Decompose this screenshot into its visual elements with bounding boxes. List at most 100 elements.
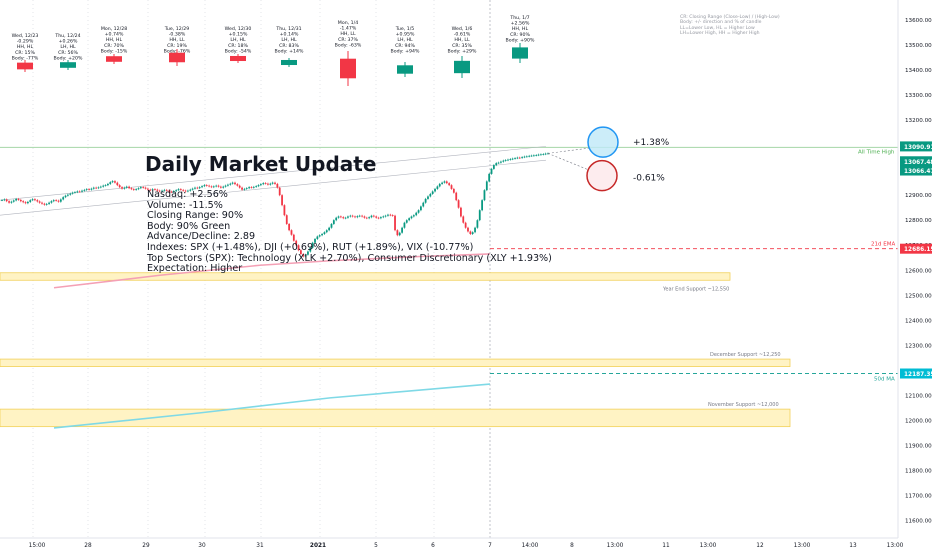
price-tick-label: 13400.00 [905,68,932,74]
price-candle [361,215,363,217]
price-candle [405,220,408,223]
daily-summary-line: Body: -63% [335,42,362,48]
price-candle [236,184,239,186]
price-candle [69,193,72,195]
daily-summary-line: LH, HL [397,37,413,43]
price-candle [205,185,208,186]
price-candle [31,199,34,201]
time-tick-label: 5 [374,543,378,549]
price-candle [488,173,491,182]
price-candle [187,190,189,192]
price-candle [212,186,215,188]
daily-summary-line: Body: +14% [275,48,304,54]
price-candle [375,216,378,218]
price-candle [471,232,474,234]
price-candle [248,187,251,189]
price-axis[interactable]: 11600.00 11700.00 11800.00 11900.00 12000.00… [897,0,932,538]
daily-summary-line: CR: 15% [15,50,35,56]
ema21-label: 21d EMA [871,242,895,248]
price-tick-label: 12300.00 [905,343,932,349]
price-label-value: 13066.47 [904,169,932,175]
price-candle [219,186,222,188]
price-candle [241,187,243,190]
price-candle [436,186,439,189]
all-time-high-label: All Time High [858,149,895,155]
daily-candle [340,58,356,79]
support-zone-label: December Support ~12,250 [710,352,781,358]
daily-summary-line: Body: +94% [391,48,420,54]
price-candle [262,183,265,185]
price-candle [278,187,281,196]
ma200-curve [53,253,491,289]
market-notes: Nasdaq: +2.56% Volume: -11.5% Closing Ra… [147,189,552,275]
projection-up-label: +1.38% [633,138,670,148]
price-candle [158,190,161,192]
price-candle [107,183,109,186]
price-candle [26,201,29,204]
price-candle [66,194,69,196]
price-candle [540,154,542,156]
price-candle [356,216,359,218]
price-candle [530,155,533,157]
price-label-value: 13090.91 [904,145,932,151]
price-candle [208,185,211,187]
price-candle [497,162,500,164]
price-candle [504,160,507,161]
price-candle [481,200,484,211]
price-candle [500,161,502,163]
price-candle [438,183,441,187]
price-candle [415,212,418,216]
projection-down-label: -0.61% [633,174,665,184]
price-candle [462,216,465,223]
time-tick-label: 28 [84,543,92,549]
daily-summary-line: Wed, 1/6 [452,26,473,32]
price-candle [128,186,130,189]
time-tick-label: 29 [142,543,150,549]
price-candle [412,215,415,217]
price-candle [12,200,15,202]
price-candle [349,215,352,217]
time-tick-label: 6 [431,543,435,549]
legend-key-line: LH=Lower High, HH = Higher High [680,31,760,37]
price-candle [474,227,476,233]
price-candle [424,198,427,203]
price-candle [476,220,479,228]
price-candle [382,216,385,218]
price-candle [78,191,81,193]
channel-line [0,159,547,216]
price-candle [231,182,234,184]
price-candle [156,189,159,191]
daily-summary-line: HH, LL [340,31,356,37]
daily-summary-line: Thu, 1/7 [509,15,529,21]
price-candle [434,188,436,192]
price-candle [335,217,338,221]
price-candle [71,192,74,194]
price-candle [443,181,446,183]
price-candle [389,214,392,216]
daily-summary-line: CR: 19% [167,43,187,49]
price-candle [511,158,514,160]
time-tick-label: 14:00 [522,543,539,549]
price-candle [525,156,528,158]
price-candle [358,215,361,217]
price-candle [92,187,95,189]
price-candle [514,158,516,159]
ma50-curve [53,383,491,429]
price-candle [250,187,253,188]
price-candle [365,217,368,219]
price-candle [347,216,349,218]
time-axis[interactable]: 15:00 28 29 30 31 2021 5 6 7 14:00 8 13:00 11 13:00 12… [0,537,904,549]
price-candle [276,183,279,188]
price-candle [429,193,432,197]
price-candle [88,189,90,190]
price-candle [151,189,154,191]
daily-summary-line: CR: 18% [228,43,248,49]
price-candle [135,189,138,190]
price-candle [509,159,512,160]
daily-summary-line: +0.14% [280,32,299,38]
price-candle [121,187,123,189]
trend-channel [0,146,547,216]
price-tick-label: 13200.00 [905,118,932,124]
price-candle [196,187,199,189]
price-candle [288,223,291,231]
